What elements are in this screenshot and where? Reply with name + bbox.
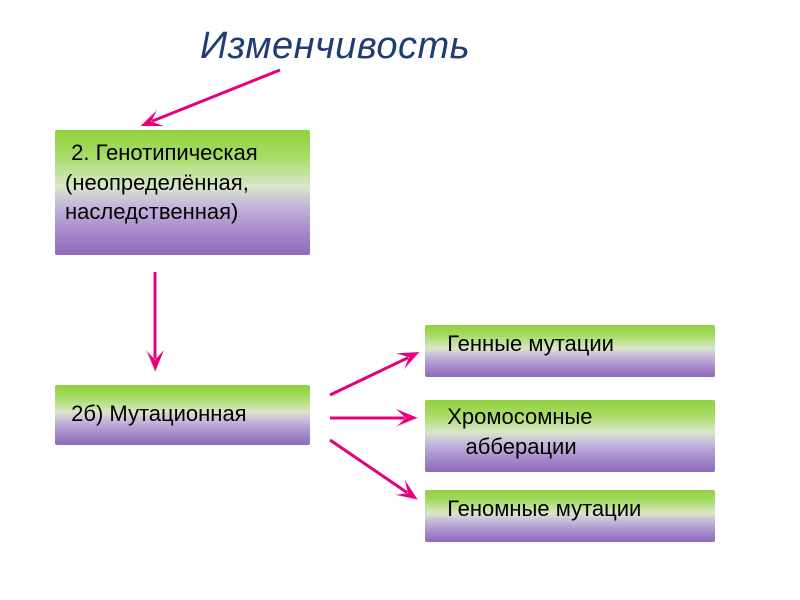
box-text: Геномные мутации xyxy=(435,494,715,524)
box-text: наследственная) xyxy=(65,197,310,227)
box-text: абберации xyxy=(435,432,715,462)
box-text: (неопределённая, xyxy=(65,168,310,198)
arrow-shaft xyxy=(330,358,408,395)
arrow-shaft xyxy=(330,440,407,493)
box-text: 2б) Мутационная xyxy=(65,399,310,429)
box-gene-mut: Генные мутации xyxy=(425,325,715,377)
box-text: Генные мутации xyxy=(435,329,715,359)
arrow-shaft xyxy=(152,70,280,121)
box-genotypic: 2. Генотипическая(неопределённая,наследс… xyxy=(55,130,310,255)
box-mutational: 2б) Мутационная xyxy=(55,385,310,445)
box-text: Хромосомные xyxy=(435,402,715,432)
box-chromosome: Хромосомные абберации xyxy=(425,400,715,472)
box-text: 2. Генотипическая xyxy=(65,138,310,168)
box-genomic: Геномные мутации xyxy=(425,490,715,542)
